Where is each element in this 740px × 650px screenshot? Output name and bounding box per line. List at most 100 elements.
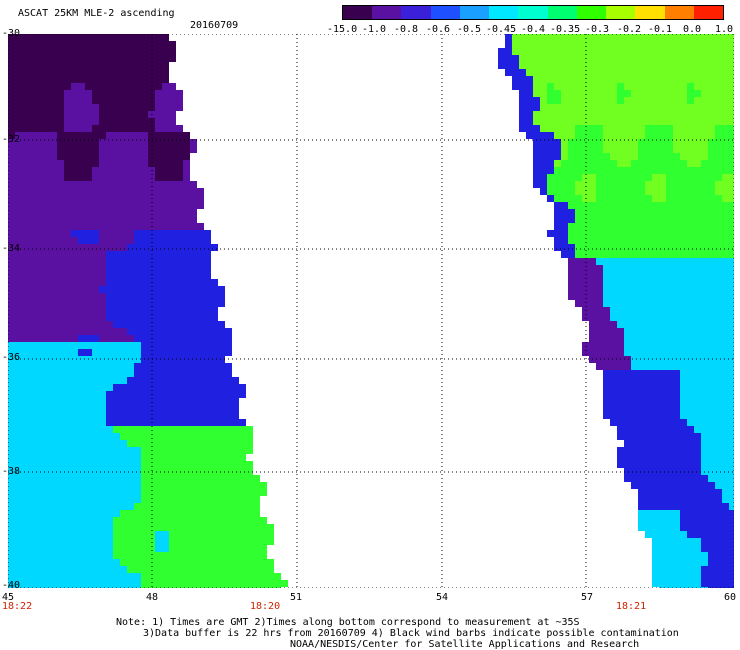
swath-pixel bbox=[106, 314, 113, 321]
swath-pixel bbox=[708, 398, 715, 405]
swath-pixel bbox=[589, 188, 596, 195]
swath-pixel bbox=[694, 216, 701, 223]
swath-pixel bbox=[8, 34, 15, 41]
swath-pixel bbox=[561, 55, 568, 62]
swath-pixel bbox=[694, 335, 701, 342]
swath-pixel bbox=[631, 237, 638, 244]
swath-pixel bbox=[680, 433, 687, 440]
swath-pixel bbox=[624, 167, 631, 174]
swath-pixel bbox=[652, 62, 659, 69]
swath-pixel bbox=[715, 188, 722, 195]
swath-pixel bbox=[183, 559, 190, 566]
swath-pixel bbox=[687, 559, 694, 566]
swath-pixel bbox=[729, 496, 734, 503]
swath-pixel bbox=[36, 419, 43, 426]
swath-pixel bbox=[680, 447, 687, 454]
swath-pixel bbox=[36, 209, 43, 216]
swath-pixel bbox=[162, 160, 169, 167]
swath-pixel bbox=[645, 41, 652, 48]
swath-pixel bbox=[29, 125, 36, 132]
swath-pixel bbox=[617, 307, 624, 314]
swath-pixel bbox=[533, 167, 540, 174]
swath-pixel bbox=[575, 55, 582, 62]
swath-pixel bbox=[729, 188, 734, 195]
swath-pixel bbox=[64, 216, 71, 223]
swath-pixel bbox=[610, 188, 617, 195]
swath-pixel bbox=[8, 97, 15, 104]
swath-pixel bbox=[183, 272, 190, 279]
swath-pixel bbox=[71, 573, 78, 580]
swath-pixel bbox=[155, 251, 162, 258]
colorbar-segment bbox=[547, 6, 577, 19]
swath-pixel bbox=[134, 69, 141, 76]
swath-pixel bbox=[652, 209, 659, 216]
swath-pixel bbox=[680, 237, 687, 244]
swath-pixel bbox=[183, 279, 190, 286]
swath-pixel bbox=[8, 531, 15, 538]
swath-pixel bbox=[617, 202, 624, 209]
swath-pixel bbox=[8, 356, 15, 363]
swath-pixel bbox=[92, 300, 99, 307]
swath-pixel bbox=[22, 41, 29, 48]
swath-pixel bbox=[106, 286, 113, 293]
swath-pixel bbox=[540, 160, 547, 167]
swath-pixel bbox=[71, 377, 78, 384]
swath-pixel bbox=[232, 391, 239, 398]
swath-pixel bbox=[610, 223, 617, 230]
swath-pixel bbox=[169, 349, 176, 356]
swath-pixel bbox=[155, 489, 162, 496]
swath-pixel bbox=[638, 90, 645, 97]
swath-pixel bbox=[519, 48, 526, 55]
swath-pixel bbox=[36, 139, 43, 146]
swath-pixel bbox=[162, 517, 169, 524]
swath-pixel bbox=[106, 188, 113, 195]
swath-pixel bbox=[50, 587, 57, 588]
swath-pixel bbox=[57, 55, 64, 62]
swath-pixel bbox=[127, 566, 134, 573]
swath-pixel bbox=[715, 202, 722, 209]
swath-pixel bbox=[596, 41, 603, 48]
swath-pixel bbox=[134, 363, 141, 370]
swath-pixel bbox=[722, 433, 729, 440]
swath-pixel bbox=[526, 34, 533, 41]
swath-pixel bbox=[50, 62, 57, 69]
swath-pixel bbox=[64, 97, 71, 104]
swath-pixel bbox=[155, 153, 162, 160]
swath-pixel bbox=[113, 41, 120, 48]
swath-pixel bbox=[141, 286, 148, 293]
swath-pixel bbox=[36, 83, 43, 90]
swath-pixel bbox=[638, 419, 645, 426]
swath-pixel bbox=[71, 258, 78, 265]
swath-pixel bbox=[225, 363, 232, 370]
swath-pixel bbox=[638, 328, 645, 335]
swath-pixel bbox=[106, 300, 113, 307]
swath-pixel bbox=[715, 328, 722, 335]
swath-pixel bbox=[57, 139, 64, 146]
swath-pixel bbox=[687, 83, 694, 90]
swath-pixel bbox=[253, 566, 260, 573]
swath-pixel bbox=[687, 517, 694, 524]
swath-pixel bbox=[659, 468, 666, 475]
swath-pixel bbox=[197, 510, 204, 517]
swath-pixel bbox=[50, 272, 57, 279]
swath-pixel bbox=[8, 412, 15, 419]
swath-pixel bbox=[43, 433, 50, 440]
swath-pixel bbox=[239, 524, 246, 531]
swath-pixel bbox=[162, 111, 169, 118]
swath-pixel bbox=[715, 286, 722, 293]
swath-pixel bbox=[113, 566, 120, 573]
swath-pixel bbox=[50, 489, 57, 496]
swath-pixel bbox=[715, 587, 722, 588]
swath-pixel bbox=[204, 440, 211, 447]
swath-pixel bbox=[722, 300, 729, 307]
swath-pixel bbox=[652, 307, 659, 314]
swath-pixel bbox=[666, 356, 673, 363]
swath-pixel bbox=[106, 307, 113, 314]
swath-pixel bbox=[631, 174, 638, 181]
swath-pixel bbox=[715, 447, 722, 454]
swath-pixel bbox=[666, 475, 673, 482]
swath-pixel bbox=[218, 363, 225, 370]
swath-pixel bbox=[57, 391, 64, 398]
swath-pixel bbox=[99, 552, 106, 559]
swath-pixel bbox=[610, 181, 617, 188]
